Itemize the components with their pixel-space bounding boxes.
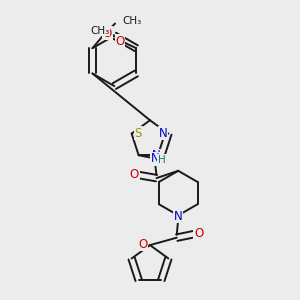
Text: N: N xyxy=(174,210,183,223)
Text: O: O xyxy=(194,227,203,240)
Text: O: O xyxy=(130,168,139,181)
Text: N: N xyxy=(152,149,160,162)
Text: S: S xyxy=(134,127,142,140)
Text: H: H xyxy=(158,155,165,165)
Text: N: N xyxy=(159,127,167,140)
Text: CH₃: CH₃ xyxy=(90,26,110,36)
Text: O: O xyxy=(116,34,125,48)
Text: CH₃: CH₃ xyxy=(122,16,142,26)
Text: O: O xyxy=(138,238,148,251)
Text: N: N xyxy=(151,152,159,165)
Text: O: O xyxy=(103,26,112,40)
